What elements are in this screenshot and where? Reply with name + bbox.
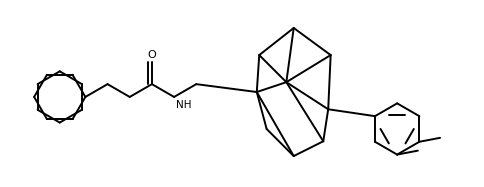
Text: O: O (148, 50, 156, 59)
Text: NH: NH (176, 100, 191, 110)
